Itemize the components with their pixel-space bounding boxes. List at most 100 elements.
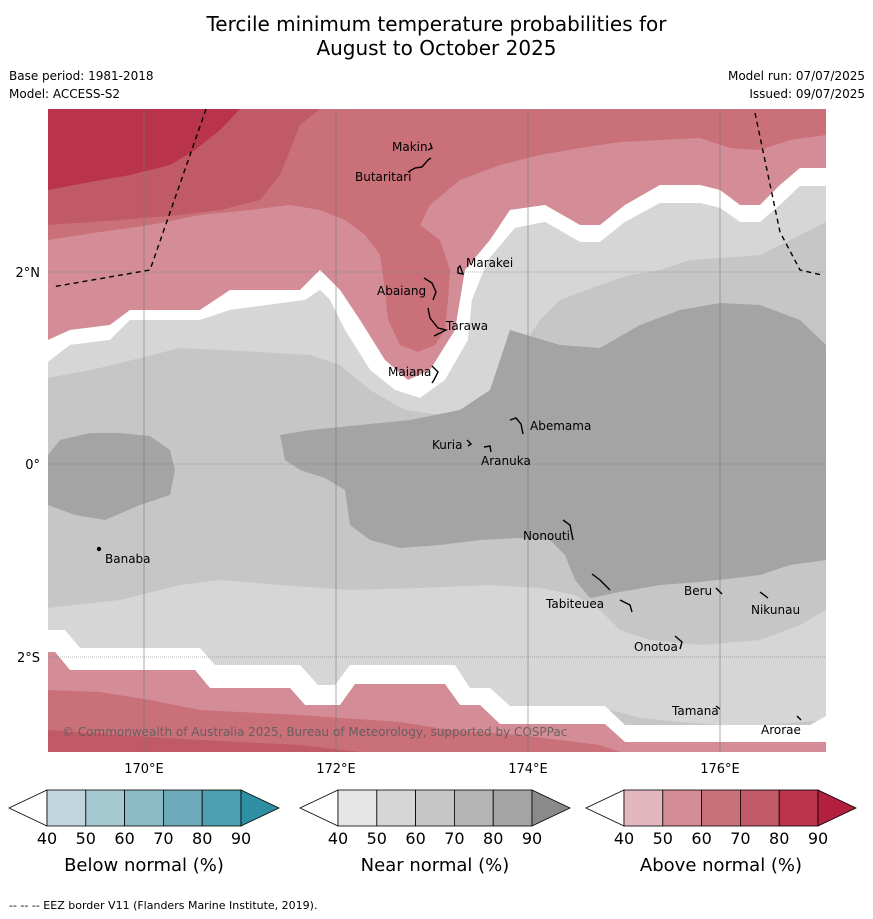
lon-label-174e: 174°E <box>508 762 548 777</box>
island-arorae <box>796 715 802 721</box>
near-normal-70-west <box>48 433 175 520</box>
model-name: Model: ACCESS-S2 <box>9 87 121 101</box>
boundary-band-bottom <box>48 630 826 742</box>
label-beru: Beru <box>684 584 712 598</box>
label-nonouti: Nonouti <box>523 529 570 543</box>
island-abaiang <box>423 277 437 301</box>
legend-swatch <box>337 789 378 827</box>
island-makin <box>427 142 433 151</box>
legend-1: 40 50 60 70 80 90 Below normal (%) <box>8 789 280 876</box>
island-nonouti <box>562 519 574 541</box>
legend-high-arrow <box>817 789 857 827</box>
legend-title: Above normal (%) <box>640 855 802 876</box>
gridlines <box>48 109 826 752</box>
island-beru <box>715 587 723 595</box>
label-abemama: Abemama <box>530 419 591 433</box>
island-abemama <box>509 417 524 435</box>
legend-2: 40 50 60 70 80 90 Near normal (%) <box>299 789 571 876</box>
legend-tick-label: 60 <box>691 829 711 848</box>
lat-label-0: 0° <box>25 458 40 473</box>
title-line-2: August to October 2025 <box>316 36 557 60</box>
above-normal-70-bottom <box>48 730 360 752</box>
legend-title: Below normal (%) <box>64 855 224 876</box>
legend-swatch <box>492 789 533 827</box>
label-butaritari: Butaritari <box>355 170 412 184</box>
label-onotoa: Onotoa <box>634 640 678 654</box>
legend-tick-label: 90 <box>231 829 251 848</box>
legend-3: 40 50 60 70 80 90 Above normal (%) <box>585 789 857 876</box>
label-nikunau: Nikunau <box>751 603 800 617</box>
label-makin: Makin <box>392 140 428 154</box>
island-banaba <box>96 546 102 552</box>
map-fill-layers <box>48 109 826 752</box>
chart-title: Tercile minimum temperature probabilitie… <box>0 12 873 60</box>
legend-swatch <box>201 789 242 827</box>
island-butaritari <box>407 157 432 173</box>
label-arorae: Arorae <box>761 723 801 737</box>
legends: 40 50 60 70 80 90 Below normal (%) 40 50 60 70 80 90… <box>8 789 857 876</box>
lat-label-2n: 2°N <box>16 266 41 281</box>
legend-swatch <box>46 789 87 827</box>
legend-swatch <box>662 789 702 827</box>
legend-swatch <box>376 789 416 827</box>
label-tabiteuea: Tabiteuea <box>545 597 604 611</box>
label-marakei: Marakei <box>466 256 513 270</box>
legend-tick-label: 40 <box>37 829 57 848</box>
model-run: Model run: 07/07/2025 <box>727 69 865 83</box>
legend-swatch <box>740 789 780 827</box>
eez-footnote: -- -- -- EEZ border V11 (Flanders Marine… <box>9 899 318 912</box>
base-period: Base period: 1981-2018 <box>9 69 154 83</box>
legend-low-arrow <box>299 789 339 827</box>
legend-high-arrow <box>531 789 571 827</box>
near-normal-70-east <box>280 303 826 598</box>
lon-label-172e: 172°E <box>316 762 356 777</box>
place-labels: Makin Butaritari Marakei Abaiang Tarawa … <box>105 140 801 737</box>
island-tarawa <box>427 307 449 337</box>
legend-swatch <box>162 789 203 827</box>
title-line-1: Tercile minimum temperature probabilitie… <box>206 12 667 36</box>
label-kuria: Kuria <box>432 438 463 452</box>
legend-tick-label: 40 <box>328 829 348 848</box>
label-tarawa: Tarawa <box>445 319 488 333</box>
legend-high-arrow <box>240 789 280 827</box>
label-banaba: Banaba <box>105 552 151 566</box>
legend-low-arrow <box>585 789 625 827</box>
island-nikunau <box>759 591 769 599</box>
legend-tick-label: 50 <box>653 829 673 848</box>
legend-swatch <box>453 789 494 827</box>
eez-border-west <box>51 108 207 288</box>
lon-label-170e: 170°E <box>124 762 164 777</box>
island-tamana <box>715 705 721 710</box>
legend-tick-label: 50 <box>367 829 387 848</box>
label-abaiang: Abaiang <box>377 284 426 298</box>
island-tabiteuea-north <box>591 573 611 591</box>
island-tabiteuea-south <box>619 599 633 613</box>
legend-tick-label: 40 <box>614 829 634 848</box>
island-outlines <box>96 142 802 721</box>
legend-tick-label: 70 <box>444 829 464 848</box>
legend-tick-label: 80 <box>192 829 212 848</box>
legend-swatch <box>415 789 455 827</box>
above-normal-60-bottom <box>48 690 620 752</box>
legend-tick-label: 60 <box>405 829 425 848</box>
axis-labels: 170°E 172°E 174°E 176°E 2°N 0° 2°S <box>16 266 740 777</box>
near-normal-50-bottom <box>48 580 826 725</box>
near-normal-50-top <box>48 186 826 415</box>
legend-title: Near normal (%) <box>361 855 510 876</box>
legend-tick-label: 50 <box>76 829 96 848</box>
meta-left: Base period: 1981-2018 Model: ACCESS-S2 <box>9 67 154 103</box>
island-kuria <box>466 439 473 447</box>
issued-date: Issued: 09/07/2025 <box>749 87 865 101</box>
legend-swatch <box>85 789 126 827</box>
legend-tick-label: 60 <box>114 829 134 848</box>
label-tamana: Tamana <box>671 704 719 718</box>
island-onotoa <box>674 635 683 650</box>
legend-low-arrow <box>8 789 48 827</box>
island-maiana <box>431 365 439 384</box>
legend-tick-label: 90 <box>808 829 828 848</box>
eez-border-east <box>754 112 823 276</box>
legend-swatch <box>623 789 664 827</box>
lat-label-2s: 2°S <box>17 651 40 666</box>
label-maiana: Maiana <box>388 365 431 379</box>
island-aranuka <box>483 445 492 453</box>
